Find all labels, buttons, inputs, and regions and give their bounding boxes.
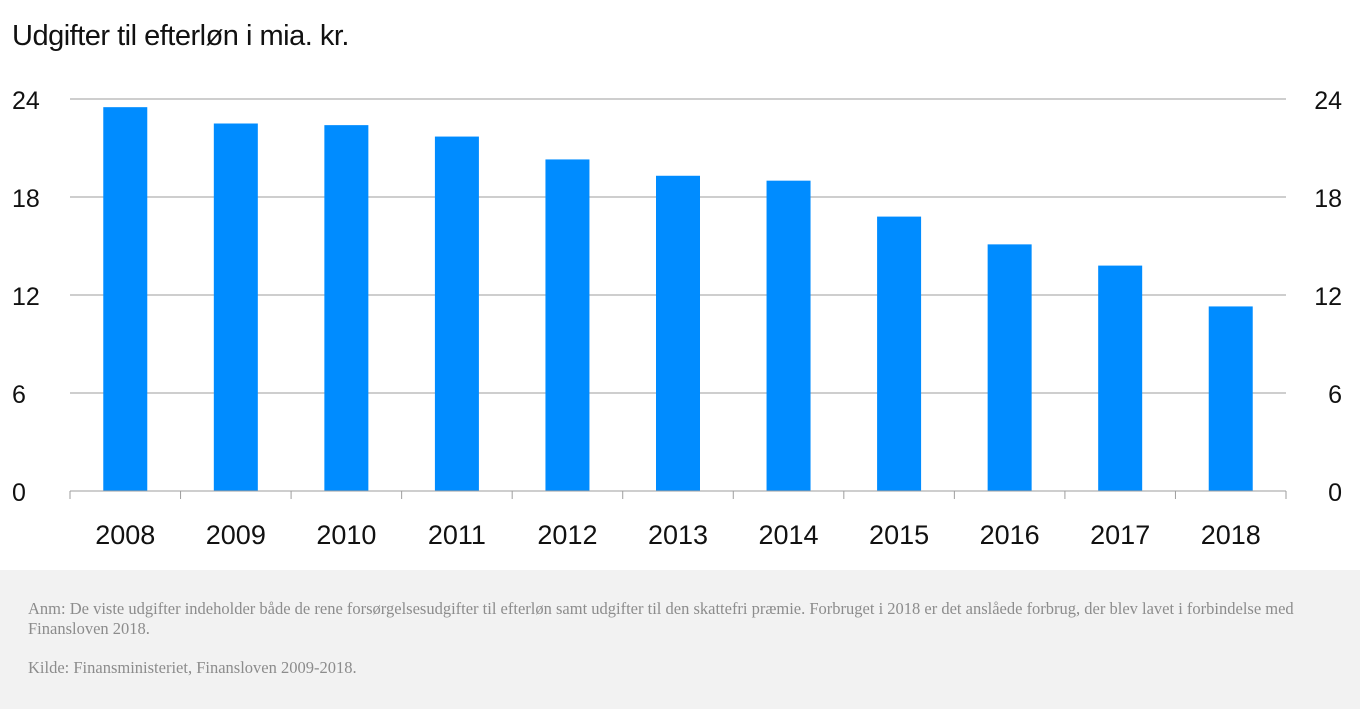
x-tick-label: 2012: [537, 520, 597, 550]
bar: [987, 244, 1032, 491]
bar: [434, 136, 479, 492]
x-tick-label: 2018: [1201, 520, 1261, 550]
y-tick-label-left: 18: [12, 185, 40, 213]
bar-chart: 0 0 6 6 12 12 18 18 24 24 2008 2009 2010 2011 2012 2013…: [12, 87, 1342, 550]
chart-title: Udgifter til efterløn i mia. kr.: [12, 20, 349, 52]
bar: [324, 125, 369, 491]
y-tick-label-left: 24: [12, 87, 40, 115]
y-tick-label-right: 6: [1328, 381, 1342, 409]
bar: [1208, 306, 1253, 491]
y-tick-label-right: 12: [1314, 283, 1342, 311]
bar: [656, 175, 700, 491]
x-tick-label: 2017: [1090, 520, 1150, 550]
bar: [213, 123, 258, 491]
y-tick-label-left: 6: [12, 381, 26, 409]
x-tick-label: 2009: [206, 520, 266, 550]
x-tick-label: 2011: [428, 520, 486, 550]
y-tick-label-left: 0: [12, 479, 26, 507]
x-tick-label: 2008: [95, 520, 155, 550]
bar: [766, 180, 811, 491]
x-tick-label: 2013: [648, 520, 708, 550]
bar: [877, 216, 922, 491]
x-tick-label: 2016: [980, 520, 1040, 550]
x-tick-label: 2014: [759, 520, 819, 550]
y-tick-label-right: 18: [1314, 185, 1342, 213]
y-tick-label-right: 24: [1314, 87, 1342, 115]
chart-footer: Anm: De viste udgifter indeholder både d…: [0, 570, 1360, 709]
y-tick-label-right: 0: [1328, 479, 1342, 507]
bar: [1098, 265, 1143, 491]
source-note: Kilde: Finansministeriet, Finansloven 20…: [28, 658, 357, 677]
bar: [103, 107, 148, 492]
y-tick-label-left: 12: [12, 283, 40, 311]
bar: [545, 159, 590, 491]
footnote: Anm: De viste udgifter indeholder både d…: [28, 599, 1294, 638]
x-tick-label: 2015: [869, 520, 929, 550]
x-tick-label: 2010: [316, 520, 376, 550]
